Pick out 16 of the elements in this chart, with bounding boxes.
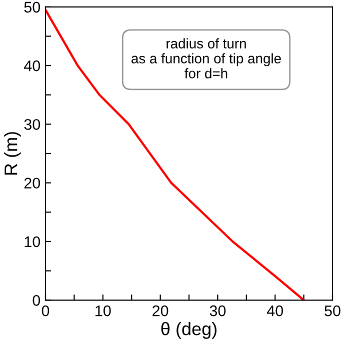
annotation: radius of turn as a function of tip angle for d=h [132,38,281,78]
x-axis-title: θ (deg) [161,322,216,339]
x-tick-label: 10 [96,305,111,316]
y-tick-label: 40 [24,60,40,72]
x-tick-label: 20 [152,305,168,316]
x-tick-label: 0 [42,305,50,316]
x-tick-label: 30 [210,305,226,316]
y-tick-label: 20 [24,178,40,189]
y-tick-label: 50 [24,2,40,13]
y-tick-label: 10 [24,236,40,248]
y-axis-title: R (m) [4,132,21,175]
x-tick-label: 40 [266,305,283,316]
y-tick-label: 30 [24,119,40,130]
line-series [46,8,305,300]
y-tick-label: 0 [32,295,40,306]
x-tick-label: 50 [324,305,340,316]
